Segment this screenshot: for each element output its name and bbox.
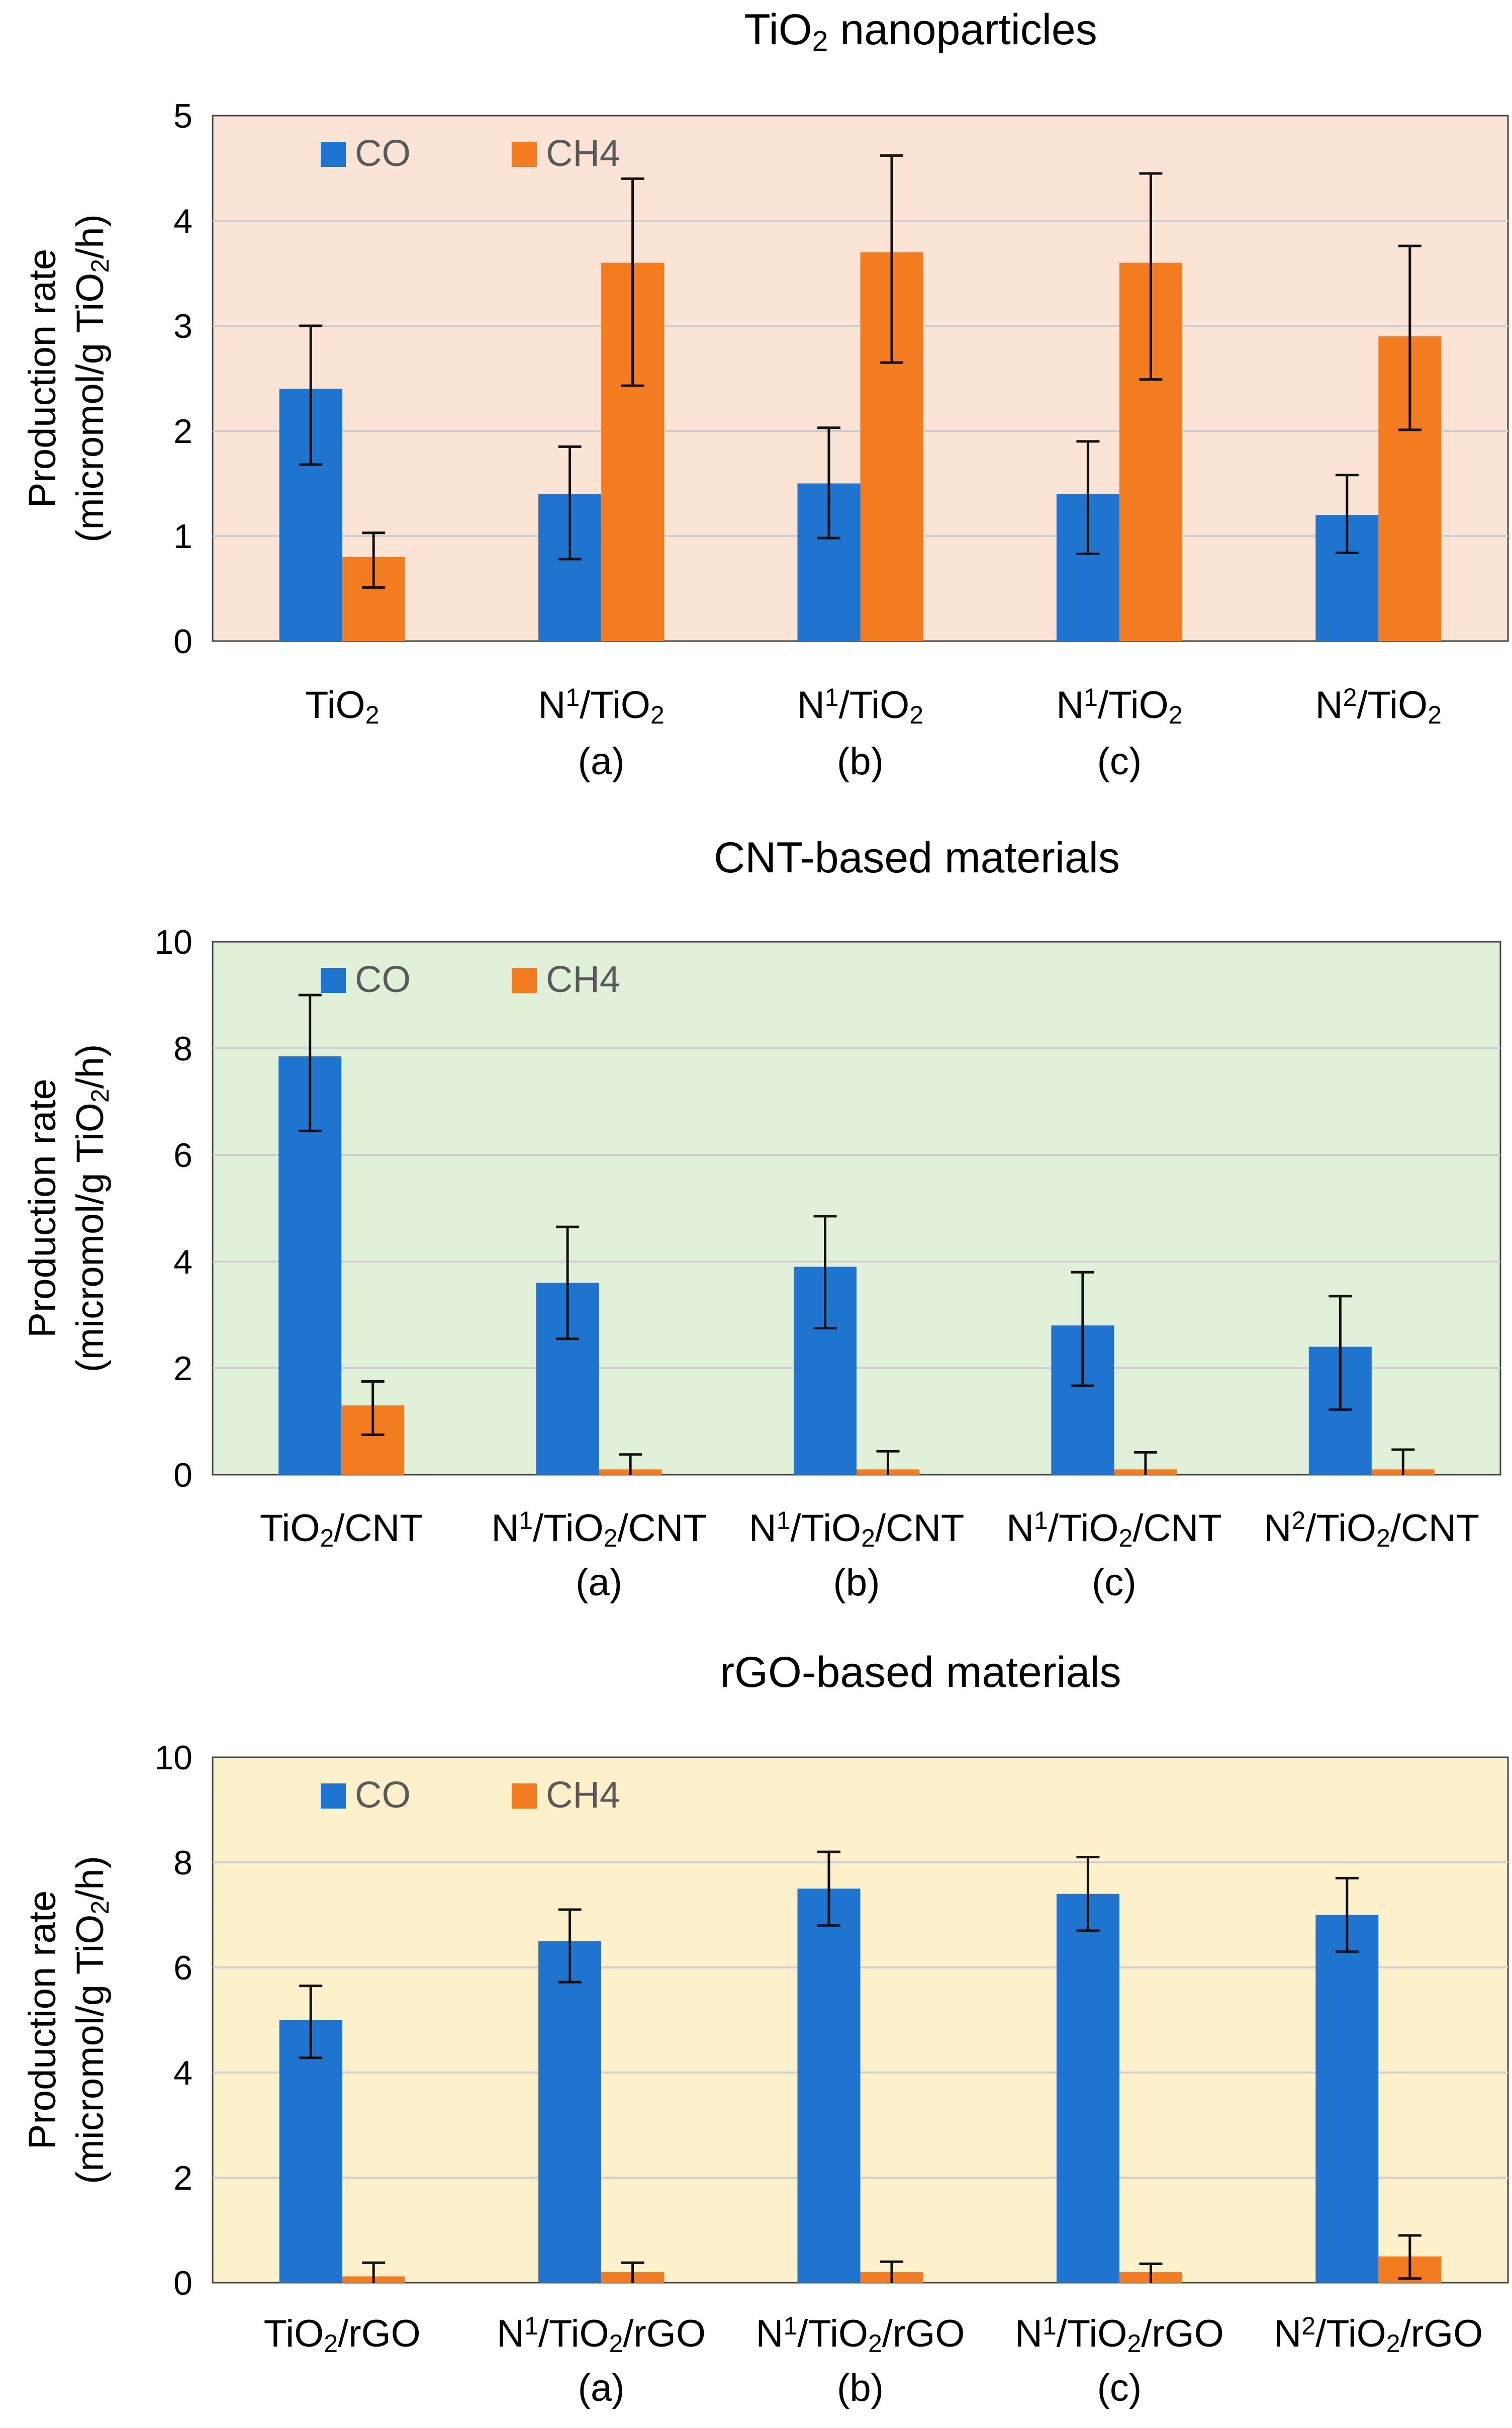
- bar-co: [1056, 1894, 1119, 2283]
- y-tick-label: 6: [173, 1136, 193, 1175]
- x-tick-label: N1/TiO2/rGO: [1015, 2312, 1224, 2358]
- x-tick-label: TiO2/CNT: [260, 1507, 423, 1552]
- x-tick-label: N1/TiO2/CNT: [491, 1506, 707, 1552]
- x-tick-label: N1/TiO2: [538, 683, 664, 729]
- x-tick-label: (b): [837, 740, 884, 783]
- x-tick-label: N2/TiO2/CNT: [1264, 1506, 1480, 1552]
- chart-title: TiO2 nanoparticles: [744, 6, 1097, 57]
- y-tick-label: 4: [173, 202, 193, 240]
- y-tick-label: 2: [173, 412, 193, 451]
- y-tick-label: 10: [154, 1739, 193, 1777]
- y-tick-label: 4: [173, 2054, 193, 2092]
- y-tick-label: 0: [173, 622, 193, 661]
- legend-swatch-ch4: [512, 1783, 537, 1809]
- y-tick-label: 1: [173, 517, 193, 556]
- x-tick-label: (c): [1097, 740, 1142, 783]
- x-tick-label: TiO2/rGO: [264, 2312, 421, 2358]
- x-tick-label: (c): [1092, 1561, 1137, 1604]
- legend-swatch-co: [321, 1783, 346, 1809]
- y-tick-label: 2: [173, 1350, 193, 1388]
- legend-swatch-co: [321, 968, 346, 993]
- chart-title: CNT-based materials: [714, 834, 1120, 882]
- legend-label-ch4: CH4: [546, 132, 620, 174]
- bar-co: [538, 1941, 602, 2283]
- y-axis-label: Production rate: [21, 249, 64, 508]
- x-tick-label: (c): [1097, 2367, 1142, 2409]
- y-tick-label: 4: [173, 1243, 193, 1281]
- y-tick-label: 8: [173, 1844, 193, 1882]
- y-tick-label: 5: [173, 97, 193, 135]
- y-tick-label: 10: [154, 923, 193, 961]
- legend-swatch-co: [321, 142, 346, 167]
- y-axis-label: (micromol/g TiO2/h): [69, 214, 114, 543]
- x-tick-label: (a): [576, 1561, 622, 1604]
- bar-co: [1315, 1915, 1379, 2283]
- y-tick-label: 0: [173, 1456, 193, 1494]
- y-axis-label: Production rate: [21, 1078, 64, 1337]
- x-tick-label: TiO2: [305, 684, 379, 729]
- legend-label-co: CO: [355, 132, 411, 174]
- y-axis-label: (micromol/g TiO2/h): [69, 1856, 114, 2184]
- chart-3: rGO-based materials 0 2 4 6 8 10 Production rat…: [21, 1648, 1509, 2409]
- legend-swatch-ch4: [512, 142, 537, 167]
- y-tick-label: 6: [173, 1949, 193, 1987]
- chart-title: rGO-based materials: [720, 1648, 1121, 1696]
- x-tick-label: (b): [833, 1561, 880, 1604]
- x-tick-label: N2/TiO2/rGO: [1274, 2312, 1483, 2358]
- x-tick-label: (a): [578, 740, 625, 783]
- legend-label-ch4: CH4: [546, 958, 620, 1000]
- y-tick-label: 0: [173, 2264, 193, 2302]
- x-tick-label: N2/TiO2: [1315, 683, 1442, 729]
- y-axis-label: (micromol/g TiO2/h): [69, 1044, 114, 1373]
- bar-co: [797, 1889, 861, 2283]
- legend-label-ch4: CH4: [546, 1774, 620, 1816]
- x-tick-label: N1/TiO2/CNT: [1006, 1506, 1222, 1552]
- y-tick-label: 2: [173, 2159, 193, 2197]
- x-tick-label: N1/TiO2/rGO: [756, 2312, 965, 2358]
- x-tick-label: (b): [837, 2367, 884, 2409]
- y-axis-label: Production rate: [21, 1891, 64, 2149]
- x-tick-label: N1/TiO2: [797, 683, 923, 729]
- legend-label-co: CO: [355, 958, 411, 1000]
- legend-swatch-ch4: [512, 968, 537, 993]
- y-tick-label: 8: [173, 1030, 193, 1068]
- x-tick-label: N1/TiO2/rGO: [497, 2312, 706, 2358]
- bar-co: [279, 2020, 342, 2283]
- legend-label-co: CO: [355, 1774, 411, 1816]
- x-tick-label: (a): [578, 2367, 625, 2409]
- chart-2: CNT-based materials 0 2 4 6 8 10 Production rat…: [21, 834, 1501, 1604]
- x-tick-label: N1/TiO2/CNT: [749, 1506, 965, 1552]
- x-tick-label: N1/TiO2: [1056, 683, 1182, 729]
- y-tick-label: 3: [173, 307, 193, 345]
